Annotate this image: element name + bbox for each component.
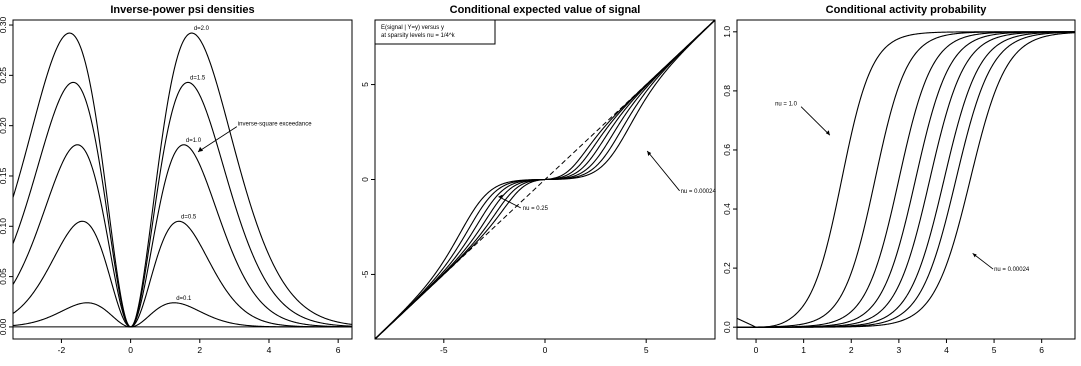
legend-line: at sparsity levels nu = 1/4^k bbox=[381, 33, 456, 39]
probability-curve bbox=[737, 31, 1075, 328]
arrow-head bbox=[198, 146, 204, 152]
y-tick-label: 0.0 bbox=[722, 321, 732, 333]
y-tick-label: 0.10 bbox=[0, 218, 8, 235]
x-tick-label: 2 bbox=[197, 345, 202, 355]
annotation-text: nu = 0.00024 bbox=[681, 189, 717, 195]
density-curve bbox=[13, 144, 352, 328]
x-tick-label: 0 bbox=[754, 345, 759, 355]
y-tick-label: 0.00 bbox=[0, 318, 8, 335]
chart-title: Conditional expected value of signal bbox=[450, 4, 641, 16]
probability-curve bbox=[737, 32, 1075, 328]
annotation-arrow bbox=[972, 252, 994, 270]
x-tick-label: 3 bbox=[896, 345, 901, 355]
x-tick-label: -2 bbox=[58, 345, 66, 355]
x-tick-label: -5 bbox=[440, 345, 448, 355]
series-label: d=0.5 bbox=[181, 214, 197, 220]
x-tick-label: 5 bbox=[644, 345, 649, 355]
x-tick-label: 4 bbox=[267, 345, 272, 355]
annotation-arrow bbox=[646, 150, 680, 192]
annotation-arrow bbox=[197, 126, 238, 153]
y-tick-label: 0.05 bbox=[0, 268, 8, 285]
arrow-head bbox=[972, 253, 977, 258]
legend-line: E(signal | Y=y) versus y bbox=[381, 25, 444, 31]
plot-area bbox=[737, 31, 1075, 328]
x-tick-label: 0 bbox=[128, 345, 133, 355]
series-label: d=1.5 bbox=[190, 75, 206, 81]
y-tick-label: 0.15 bbox=[0, 167, 8, 184]
x-tick-label: 4 bbox=[944, 345, 949, 355]
annotation-text: inverse-square exceedance bbox=[238, 122, 312, 128]
series-label: d=0.1 bbox=[176, 296, 192, 302]
plot-area bbox=[375, 20, 715, 339]
panel-2: Conditional expected value of signal -5 0 5… bbox=[360, 4, 716, 355]
y-tick-label: -5 bbox=[360, 270, 370, 278]
x-tick-label: 1 bbox=[801, 345, 806, 355]
plot-area bbox=[13, 32, 352, 328]
probability-curve bbox=[737, 31, 1075, 328]
legend-box: E(signal | Y=y) versus y at sparsity leve… bbox=[374, 19, 496, 45]
density-curve bbox=[13, 32, 352, 328]
probability-curve bbox=[737, 31, 1075, 328]
series-label: d=1.0 bbox=[186, 138, 202, 144]
x-tick-label: 2 bbox=[849, 345, 854, 355]
density-curve bbox=[13, 302, 352, 328]
arrow-head bbox=[498, 194, 503, 199]
plot-frame bbox=[12, 19, 353, 340]
annotation-arrow bbox=[800, 106, 831, 136]
y-tick-label: 1.0 bbox=[722, 26, 732, 38]
density-curve bbox=[13, 220, 352, 328]
arrow-head bbox=[647, 151, 652, 157]
panel-3: Conditional activity probability 0 1 2 3 4 5 6 0… bbox=[722, 4, 1076, 355]
y-tick-label: 0.25 bbox=[0, 67, 8, 84]
probability-curve bbox=[737, 31, 1075, 328]
y-tick-label: 0.2 bbox=[722, 262, 732, 274]
x-tick-label: 5 bbox=[992, 345, 997, 355]
y-tick-label: 0.6 bbox=[722, 144, 732, 156]
annotation-text: nu = 0.25 bbox=[523, 206, 549, 212]
y-tick-label: 0 bbox=[360, 177, 370, 182]
series-label: d=2.0 bbox=[194, 26, 210, 32]
x-tick-label: 6 bbox=[336, 345, 341, 355]
annotation-text: nu = 1.0 bbox=[775, 102, 798, 108]
y-tick-label: 0.8 bbox=[722, 85, 732, 97]
y-tick-label: 0.30 bbox=[0, 16, 8, 33]
x-tick-label: 0 bbox=[543, 345, 548, 355]
x-tick-label: 6 bbox=[1039, 345, 1044, 355]
plot-frame bbox=[736, 19, 1076, 340]
y-tick-label: 0.4 bbox=[722, 203, 732, 215]
panel-1: Inverse-power psi densities -2 0 2 4 6 0.00 0.0… bbox=[0, 4, 353, 355]
probability-curve bbox=[737, 31, 1075, 328]
probability-curve bbox=[737, 31, 1075, 328]
chart-title: Conditional activity probability bbox=[826, 4, 988, 16]
y-tick-label: 5 bbox=[360, 82, 370, 87]
expectation-curve bbox=[375, 20, 715, 339]
y-tick-label: 0.20 bbox=[0, 117, 8, 134]
arrow-head bbox=[825, 130, 830, 136]
annotation-arrow bbox=[498, 196, 521, 209]
annotation-text: nu = 0.00024 bbox=[994, 267, 1030, 273]
probability-curve bbox=[737, 31, 1075, 328]
chart-title: Inverse-power psi densities bbox=[110, 4, 254, 16]
density-curve bbox=[13, 81, 352, 328]
